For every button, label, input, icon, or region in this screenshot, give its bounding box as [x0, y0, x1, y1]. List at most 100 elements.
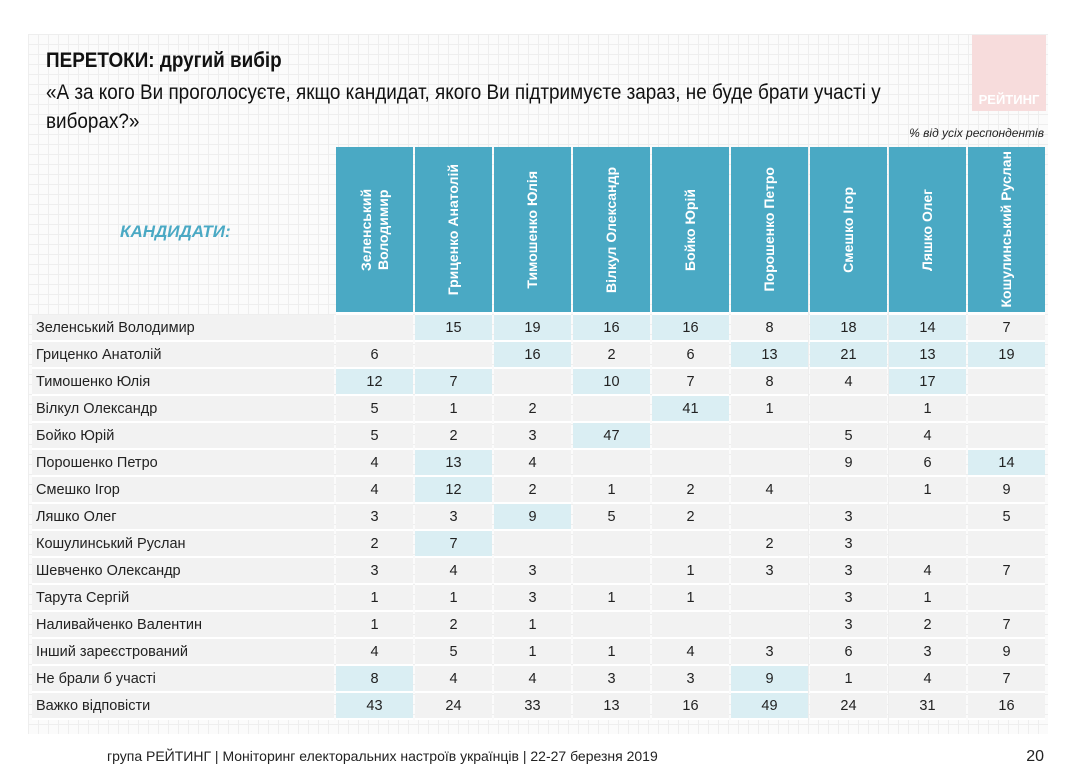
value-cell: 1: [573, 639, 650, 666]
column-header: Бойко Юрій: [652, 147, 729, 315]
value-cell: 1: [573, 477, 650, 504]
value-cell: [573, 531, 650, 558]
value-cell: 16: [968, 693, 1045, 720]
value-cell: 16: [494, 342, 571, 369]
value-cell: [810, 396, 887, 423]
table-row: Вілкул Олександр 5 1 2 41 1 1: [32, 396, 1045, 423]
column-header-label: Ляшко Олег: [919, 188, 935, 271]
value-cell: 49: [731, 693, 808, 720]
column-header-label: Порошенко Петро: [761, 167, 777, 292]
row-label: Вілкул Олександр: [32, 396, 334, 423]
value-cell: 8: [336, 666, 413, 693]
value-cell: 2: [652, 477, 729, 504]
value-cell: 1: [652, 585, 729, 612]
row-label: Тимошенко Юлія: [32, 369, 334, 396]
table-row: Наливайченко Валентин 1 2 1 3 2 7: [32, 612, 1045, 639]
table-row: Шевченко Олександр 3 4 3 1 3 3 4 7: [32, 558, 1045, 585]
value-cell: 9: [731, 666, 808, 693]
value-cell: 7: [652, 369, 729, 396]
value-cell: [731, 612, 808, 639]
column-header-label: Тимошенко Юлія: [524, 170, 540, 289]
table-row: Інший зареєстрований 4 5 1 1 4 3 6 3 9: [32, 639, 1045, 666]
value-cell: 10: [573, 369, 650, 396]
value-cell: 3: [810, 504, 887, 531]
column-header: Кошулинський Руслан: [968, 147, 1045, 315]
value-cell: [731, 450, 808, 477]
value-cell: 4: [336, 450, 413, 477]
row-label: Не брали б участі: [32, 666, 334, 693]
footer-text: група РЕЙТИНГ | Моніторинг електоральних…: [107, 748, 658, 764]
value-cell: 9: [494, 504, 571, 531]
row-label: Важко відповісти: [32, 693, 334, 720]
candidates-label: КАНДИДАТИ:: [120, 222, 231, 241]
column-header: Гриценко Анатолій: [415, 147, 492, 315]
value-cell: 31: [889, 693, 966, 720]
value-cell: 14: [889, 315, 966, 342]
value-cell: 16: [652, 315, 729, 342]
table-row: Смешко Ігор 4 12 2 1 2 4 1 9: [32, 477, 1045, 504]
value-cell: 13: [415, 450, 492, 477]
value-cell: 5: [810, 423, 887, 450]
value-cell: 8: [731, 369, 808, 396]
value-cell: [968, 423, 1045, 450]
value-cell: 12: [336, 369, 413, 396]
table-row: Тимошенко Юлія 12 7 10 7 8 4 17: [32, 369, 1045, 396]
row-label: Наливайченко Валентин: [32, 612, 334, 639]
value-cell: [336, 315, 413, 342]
value-cell: [494, 369, 571, 396]
value-cell: 3: [652, 666, 729, 693]
table-row: Порошенко Петро 4 13 4 9 6 14: [32, 450, 1045, 477]
value-cell: 4: [652, 639, 729, 666]
rating-logo: РЕЙТИНГ: [972, 35, 1046, 111]
value-cell: 7: [415, 369, 492, 396]
value-cell: 1: [810, 666, 887, 693]
value-cell: [968, 369, 1045, 396]
column-header: Порошенко Петро: [731, 147, 808, 315]
value-cell: 4: [731, 477, 808, 504]
survey-question: «А за кого Ви проголосуєте, якщо кандида…: [46, 81, 881, 133]
value-cell: 2: [494, 396, 571, 423]
row-label: Зеленський Володимир: [32, 315, 334, 342]
column-header-label: Бойко Юрій: [682, 188, 698, 271]
row-label: Гриценко Анатолій: [32, 342, 334, 369]
value-cell: 2: [889, 612, 966, 639]
value-cell: 3: [810, 585, 887, 612]
value-cell: [573, 396, 650, 423]
value-cell: 4: [889, 423, 966, 450]
value-cell: 6: [336, 342, 413, 369]
row-label: Порошенко Петро: [32, 450, 334, 477]
value-cell: 9: [810, 450, 887, 477]
value-cell: [731, 504, 808, 531]
column-header-label: Зеленський Володимир: [357, 188, 391, 271]
page-number: 20: [1026, 748, 1044, 765]
value-cell: 15: [415, 315, 492, 342]
value-cell: 1: [573, 585, 650, 612]
value-cell: 3: [731, 639, 808, 666]
value-cell: 13: [573, 693, 650, 720]
value-cell: 2: [494, 477, 571, 504]
value-cell: 16: [652, 693, 729, 720]
value-cell: 13: [889, 342, 966, 369]
column-header-label: Кошулинський Руслан: [998, 151, 1014, 308]
value-cell: [731, 423, 808, 450]
value-cell: 3: [494, 558, 571, 585]
value-cell: 1: [336, 585, 413, 612]
value-cell: [968, 396, 1045, 423]
column-header-label: Смешко Ігор: [840, 186, 856, 273]
value-cell: [415, 342, 492, 369]
value-cell: 4: [415, 666, 492, 693]
value-cell: 4: [336, 477, 413, 504]
value-cell: 5: [573, 504, 650, 531]
row-label: Інший зареєстрований: [32, 639, 334, 666]
value-cell: 9: [968, 477, 1045, 504]
value-cell: [652, 531, 729, 558]
value-cell: 2: [652, 504, 729, 531]
value-cell: 5: [968, 504, 1045, 531]
value-cell: [731, 585, 808, 612]
value-cell: [889, 504, 966, 531]
value-cell: 5: [336, 423, 413, 450]
value-cell: 6: [810, 639, 887, 666]
value-cell: 4: [810, 369, 887, 396]
table-row: Кошулинський Руслан 2 7 2 3: [32, 531, 1045, 558]
value-cell: 3: [810, 612, 887, 639]
